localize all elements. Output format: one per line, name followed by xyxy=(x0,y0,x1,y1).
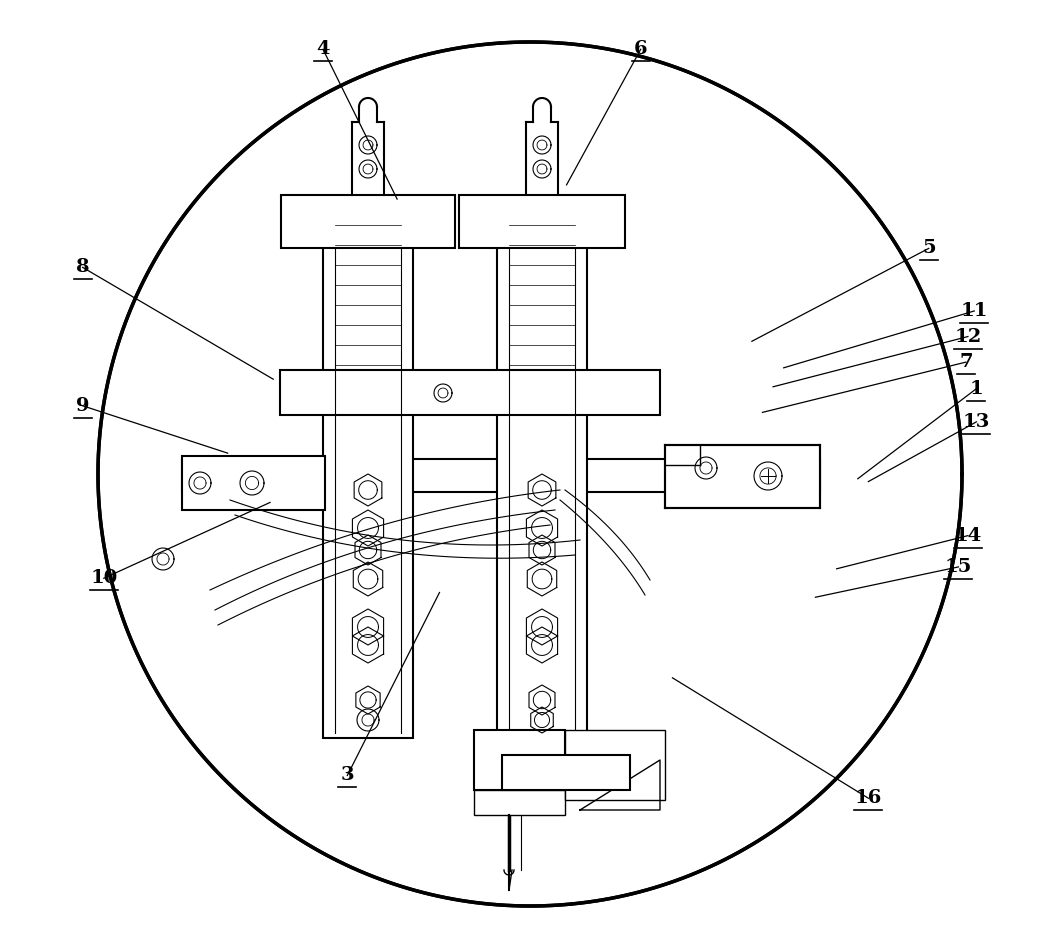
Bar xyxy=(182,456,325,510)
Bar xyxy=(459,195,625,248)
Polygon shape xyxy=(98,42,962,906)
Text: 4: 4 xyxy=(317,41,329,58)
Text: 7: 7 xyxy=(959,354,972,371)
Text: 13: 13 xyxy=(963,413,990,430)
Text: 11: 11 xyxy=(961,302,988,319)
Bar xyxy=(497,200,587,738)
Text: 1: 1 xyxy=(970,380,983,397)
Bar xyxy=(281,195,455,248)
Text: 10: 10 xyxy=(90,570,118,587)
Text: 16: 16 xyxy=(855,790,882,807)
Bar xyxy=(280,370,660,415)
Bar xyxy=(502,755,630,790)
Bar xyxy=(474,790,566,815)
Polygon shape xyxy=(580,760,660,810)
Bar xyxy=(182,459,820,492)
Text: 3: 3 xyxy=(341,767,354,784)
Bar xyxy=(323,200,413,738)
Text: 8: 8 xyxy=(76,259,89,276)
Text: 5: 5 xyxy=(922,240,935,257)
Text: 12: 12 xyxy=(954,328,982,345)
Text: 14: 14 xyxy=(954,527,982,544)
Bar xyxy=(665,445,820,508)
Bar xyxy=(566,730,665,800)
Text: 6: 6 xyxy=(634,41,647,58)
Text: 9: 9 xyxy=(76,397,89,414)
Bar xyxy=(474,730,566,790)
Text: 15: 15 xyxy=(945,558,972,575)
